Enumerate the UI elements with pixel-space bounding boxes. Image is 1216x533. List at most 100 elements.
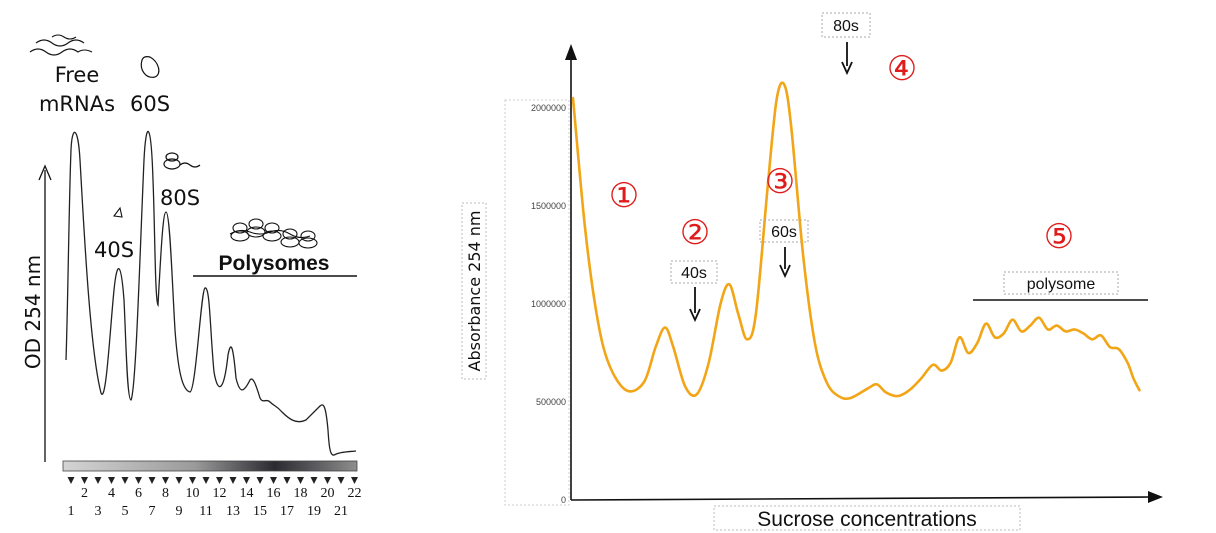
xlabel-box [713, 505, 1021, 531]
fraction-arrow-icon [243, 477, 250, 484]
y-tick-label: 1500000 [531, 201, 566, 211]
ytick-box [504, 99, 570, 506]
peak-40s-annotation: 40s [670, 260, 718, 323]
left-panel: OD 254 nm Free mRNAs 60S 80S 40S [21, 34, 362, 519]
fraction-number: 14 [240, 486, 254, 501]
fraction-number: 21 [334, 504, 348, 519]
peak-80s-arrowhead [841, 61, 853, 76]
60s-subunit-icon [140, 56, 160, 78]
fraction-gradient-bar [62, 460, 358, 472]
fraction-arrow-icon [94, 477, 102, 484]
fraction-arrow-icon [202, 477, 210, 484]
fraction-arrow-icon [337, 477, 345, 484]
fraction-arrow-icon [310, 477, 318, 484]
fraction-number: 4 [108, 486, 115, 501]
polysome-icon [229, 218, 318, 249]
mrna-icon [29, 34, 93, 56]
marker-3: ③ [765, 162, 795, 202]
fraction-number: 11 [199, 504, 212, 519]
fraction-arrow-icon [256, 477, 264, 484]
label-80s: 80S [160, 186, 200, 210]
peak-80s-label: 80s [833, 18, 859, 35]
marker-5: ⑤ [1044, 217, 1074, 257]
fraction-number: 7 [149, 504, 156, 519]
right-x-axis-label: Sucrose concentrations [757, 508, 976, 531]
fraction-number: 8 [162, 486, 169, 501]
fraction-number: 6 [135, 486, 142, 501]
polysome-annotation: polysome [973, 271, 1148, 301]
y-tick-label: 500000 [536, 397, 566, 407]
ylabel-box [461, 202, 487, 380]
label-mrnas: mRNAs [39, 92, 115, 116]
left-y-axis-arrowhead [38, 164, 52, 181]
fraction-arrows [67, 477, 358, 484]
fraction-number: 20 [321, 486, 335, 501]
fraction-arrow-icon [297, 477, 304, 484]
fraction-arrow-icon [175, 477, 183, 484]
fraction-arrow-icon [216, 477, 223, 484]
fraction-number: 9 [176, 504, 183, 519]
fraction-number: 22 [348, 486, 362, 501]
fraction-arrow-icon [148, 477, 156, 484]
peak-60s-box [759, 219, 809, 243]
fraction-number: 18 [294, 486, 308, 501]
fraction-number: 5 [122, 504, 129, 519]
fraction-arrow-icon [283, 477, 291, 484]
fraction-numbers-top: 2 4 6 8 10 12 14 16 18 20 22 [81, 486, 362, 501]
label-60s: 60S [130, 92, 170, 116]
fraction-arrow-icon [324, 477, 331, 484]
fraction-arrow-icon [229, 477, 237, 484]
label-polysomes: Polysomes [219, 252, 330, 275]
fraction-number: 16 [267, 486, 281, 501]
fraction-number: 2 [81, 486, 88, 501]
polysome-box [1003, 271, 1119, 295]
fraction-number: 13 [226, 504, 240, 519]
fraction-arrow-icon [189, 477, 196, 484]
peak-40s-arrowhead [689, 308, 701, 323]
80s-ribosome-icon [163, 152, 201, 170]
label-40s: 40S [94, 238, 134, 262]
fraction-arrow-icon [162, 477, 169, 484]
fraction-number: 1 [68, 504, 75, 519]
fraction-arrow-icon [81, 477, 88, 484]
y-tick-labels: 0 500000 1000000 1500000 2000000 [531, 103, 566, 505]
40s-subunit-icon [112, 206, 123, 218]
fraction-arrow-icon [270, 477, 277, 484]
right-y-axis-arrowhead [565, 44, 577, 60]
fraction-number: 15 [253, 504, 267, 519]
peak-40s-label: 40s [681, 265, 707, 282]
fraction-arrow-icon [121, 477, 129, 484]
fraction-arrow-icon [108, 477, 115, 484]
marker-4: ④ [887, 49, 917, 89]
peak-80s-box [821, 12, 871, 38]
fraction-number: 17 [280, 504, 294, 519]
fraction-arrow-icon [67, 477, 75, 484]
absorbance-trace [571, 81, 1141, 401]
label-free: Free [55, 63, 100, 87]
y-tick-label: 2000000 [531, 103, 566, 113]
left-od-trace [65, 130, 357, 456]
marker-2: ② [680, 213, 710, 253]
fraction-number: 19 [307, 504, 321, 519]
fraction-number: 3 [95, 504, 102, 519]
right-panel: 0 500000 1000000 1500000 2000000 Absorbance … [461, 12, 1163, 531]
left-y-axis-label: OD 254 nm [21, 255, 45, 369]
peak-60s-arrowhead [779, 264, 791, 279]
right-x-axis-arrowhead [1148, 491, 1163, 503]
right-y-axis-label: Absorbance 254 nm [465, 211, 484, 372]
polysome-label: polysome [1027, 276, 1096, 293]
peak-80s-annotation: 80s [821, 12, 871, 76]
peak-60s-label: 60s [771, 224, 797, 241]
fraction-arrow-icon [135, 477, 142, 484]
y-tick-label: 1000000 [531, 299, 566, 309]
fraction-arrow-icon [351, 477, 358, 484]
right-x-axis [570, 496, 1151, 501]
marker-1: ① [609, 176, 639, 216]
y-tick-label: 0 [561, 495, 566, 505]
fraction-number: 12 [213, 486, 227, 501]
fraction-numbers-bottom: 1 3 5 7 9 11 13 15 17 19 21 [68, 504, 349, 519]
peak-40s-box [670, 260, 718, 284]
fraction-number: 10 [186, 486, 200, 501]
peak-60s-annotation: 60s [759, 219, 809, 279]
